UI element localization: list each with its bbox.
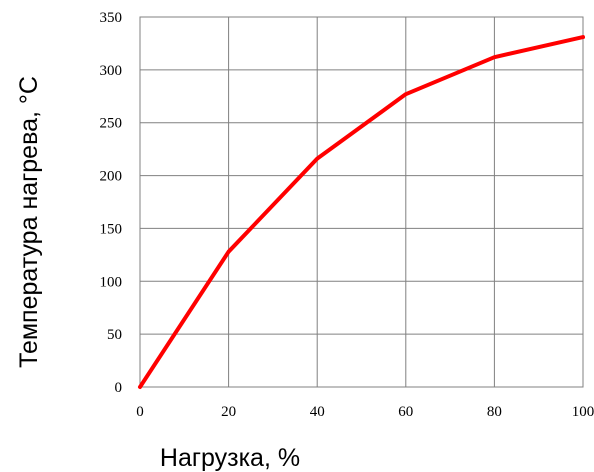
x-tick-label: 20 [221, 404, 236, 420]
y-tick-label: 350 [100, 10, 123, 26]
y-tick-label: 250 [100, 116, 123, 132]
y-axis-title: Температура нагрева, °С [15, 76, 43, 368]
y-tick-label: 200 [100, 169, 123, 185]
series-layer [138, 35, 585, 389]
y-tick-label: 100 [100, 274, 123, 290]
plot-frame [139, 16, 584, 388]
grid-lines [139, 16, 584, 388]
x-tick-label: 40 [310, 404, 325, 420]
y-tick-label: 150 [100, 221, 123, 237]
x-tick-label: 100 [572, 404, 594, 420]
series-line [138, 35, 585, 389]
x-tick-label: 60 [398, 404, 413, 420]
x-tick-label: 0 [136, 404, 144, 420]
y-tick-label: 0 [115, 380, 123, 396]
x-tick-label: 80 [487, 404, 502, 420]
x-axis-title: Нагрузка, % [160, 444, 300, 472]
y-tick-label: 50 [107, 327, 122, 343]
tick-labels: 0 20 40 60 80 100 0 50 100 150 200 250 300 350 [100, 10, 594, 420]
y-tick-label: 300 [100, 63, 123, 79]
